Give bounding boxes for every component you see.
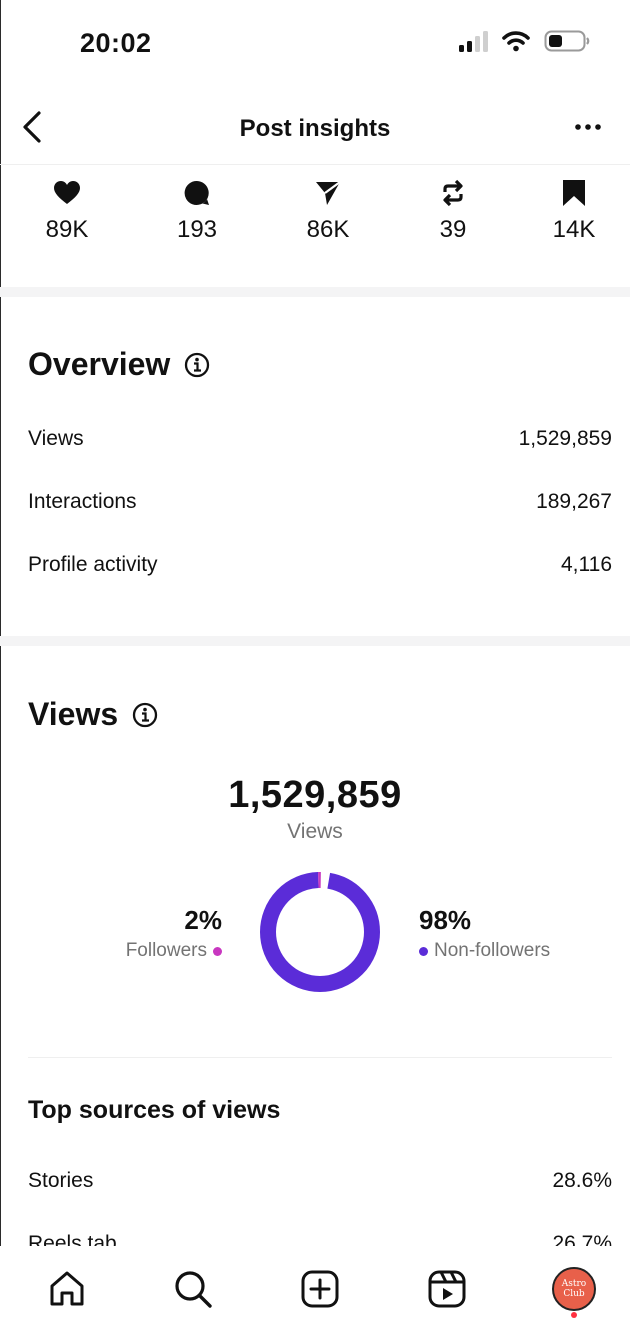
shares-stat: 86K — [268, 178, 388, 244]
chevron-left-icon — [23, 111, 41, 143]
likes-stat: 89K — [7, 178, 127, 244]
screen-edge — [0, 0, 1, 1338]
profile-notification-dot — [571, 1312, 577, 1318]
bottom-nav: Astro Club — [0, 1246, 630, 1338]
metric-label: Profile activity — [28, 553, 158, 576]
battery-icon — [544, 30, 590, 52]
source-value: 28.6% — [552, 1169, 612, 1192]
search-icon — [175, 1271, 212, 1308]
overview-title: Overview — [28, 346, 210, 383]
avatar-text: Astro — [561, 1279, 587, 1289]
share-icon — [316, 181, 341, 205]
info-icon[interactable] — [132, 702, 158, 728]
saves-count: 14K — [552, 216, 596, 243]
comments-count: 193 — [176, 216, 218, 243]
likes-count: 89K — [45, 216, 89, 243]
section-divider — [0, 636, 630, 646]
views-donut-chart — [260, 872, 380, 992]
status-bar: 20:02 — [0, 0, 630, 90]
shares-count: 86K — [306, 216, 350, 243]
non-followers-label: Non-followers — [434, 940, 551, 961]
divider-line — [28, 1057, 612, 1058]
profile-avatar: Astro Club — [552, 1267, 596, 1311]
top-sources-title: Top sources of views — [28, 1096, 281, 1124]
followers-percent: 2% — [184, 905, 222, 935]
non-followers-color-dot — [419, 946, 428, 956]
comment-icon — [184, 180, 209, 205]
section-divider — [0, 287, 630, 297]
metric-value: 1,529,859 — [518, 427, 612, 450]
non-followers-percent: 98% — [419, 905, 472, 935]
reels-icon — [428, 1270, 466, 1308]
reposts-count: 39 — [439, 216, 467, 243]
info-icon[interactable] — [184, 352, 210, 378]
followers-color-dot — [213, 946, 222, 956]
source-label: Stories — [28, 1169, 94, 1192]
metric-value: 4,116 — [561, 553, 612, 576]
followers-legend: 2% Followers — [126, 905, 222, 962]
nav-header: Post insights — [0, 95, 630, 165]
nav-profile[interactable]: Astro Club — [549, 1264, 599, 1314]
nav-reels[interactable] — [422, 1264, 472, 1314]
bookmark-icon — [563, 180, 585, 206]
repost-icon — [443, 179, 463, 207]
reposts-stat: 39 — [393, 178, 513, 244]
create-icon — [301, 1270, 339, 1308]
metric-value: 189,267 — [536, 490, 612, 513]
cellular-signal-icon — [459, 30, 488, 52]
followers-segment — [260, 872, 380, 992]
views-total: 1,529,859 — [228, 774, 402, 816]
views-total-label: Views — [287, 820, 343, 843]
more-icon — [575, 124, 601, 130]
heart-icon — [54, 181, 80, 204]
comments-stat: 193 — [137, 178, 257, 244]
nav-create[interactable] — [295, 1264, 345, 1314]
non-followers-legend: 98% Non-followers — [419, 905, 550, 962]
overview-interactions-row[interactable]: Interactions 189,267 — [28, 487, 612, 517]
overview-title-text: Overview — [28, 346, 171, 382]
overview-profile-activity-row[interactable]: Profile activity 4,116 — [28, 550, 612, 580]
status-time: 20:02 — [80, 28, 152, 58]
engagement-stats: 89K 193 86K 39 — [0, 178, 630, 258]
followers-label: Followers — [125, 940, 207, 961]
overview-views-row[interactable]: Views 1,529,859 — [28, 424, 612, 454]
avatar-text: Club — [563, 1289, 585, 1299]
metric-label: Views — [28, 427, 84, 450]
home-icon — [50, 1271, 84, 1306]
source-stories-row[interactable]: Stories 28.6% — [28, 1166, 612, 1196]
page-title: Post insights — [239, 115, 391, 142]
views-title-text: Views — [28, 696, 119, 732]
nav-search[interactable] — [168, 1264, 218, 1314]
saves-stat: 14K — [514, 178, 630, 244]
non-followers-segment — [260, 872, 380, 992]
views-title: Views — [28, 696, 158, 733]
wifi-icon — [502, 31, 530, 52]
nav-home[interactable] — [42, 1264, 92, 1314]
more-options-button[interactable] — [568, 109, 608, 145]
metric-label: Interactions — [28, 490, 137, 513]
back-button[interactable] — [14, 109, 50, 145]
status-icons — [459, 30, 590, 52]
